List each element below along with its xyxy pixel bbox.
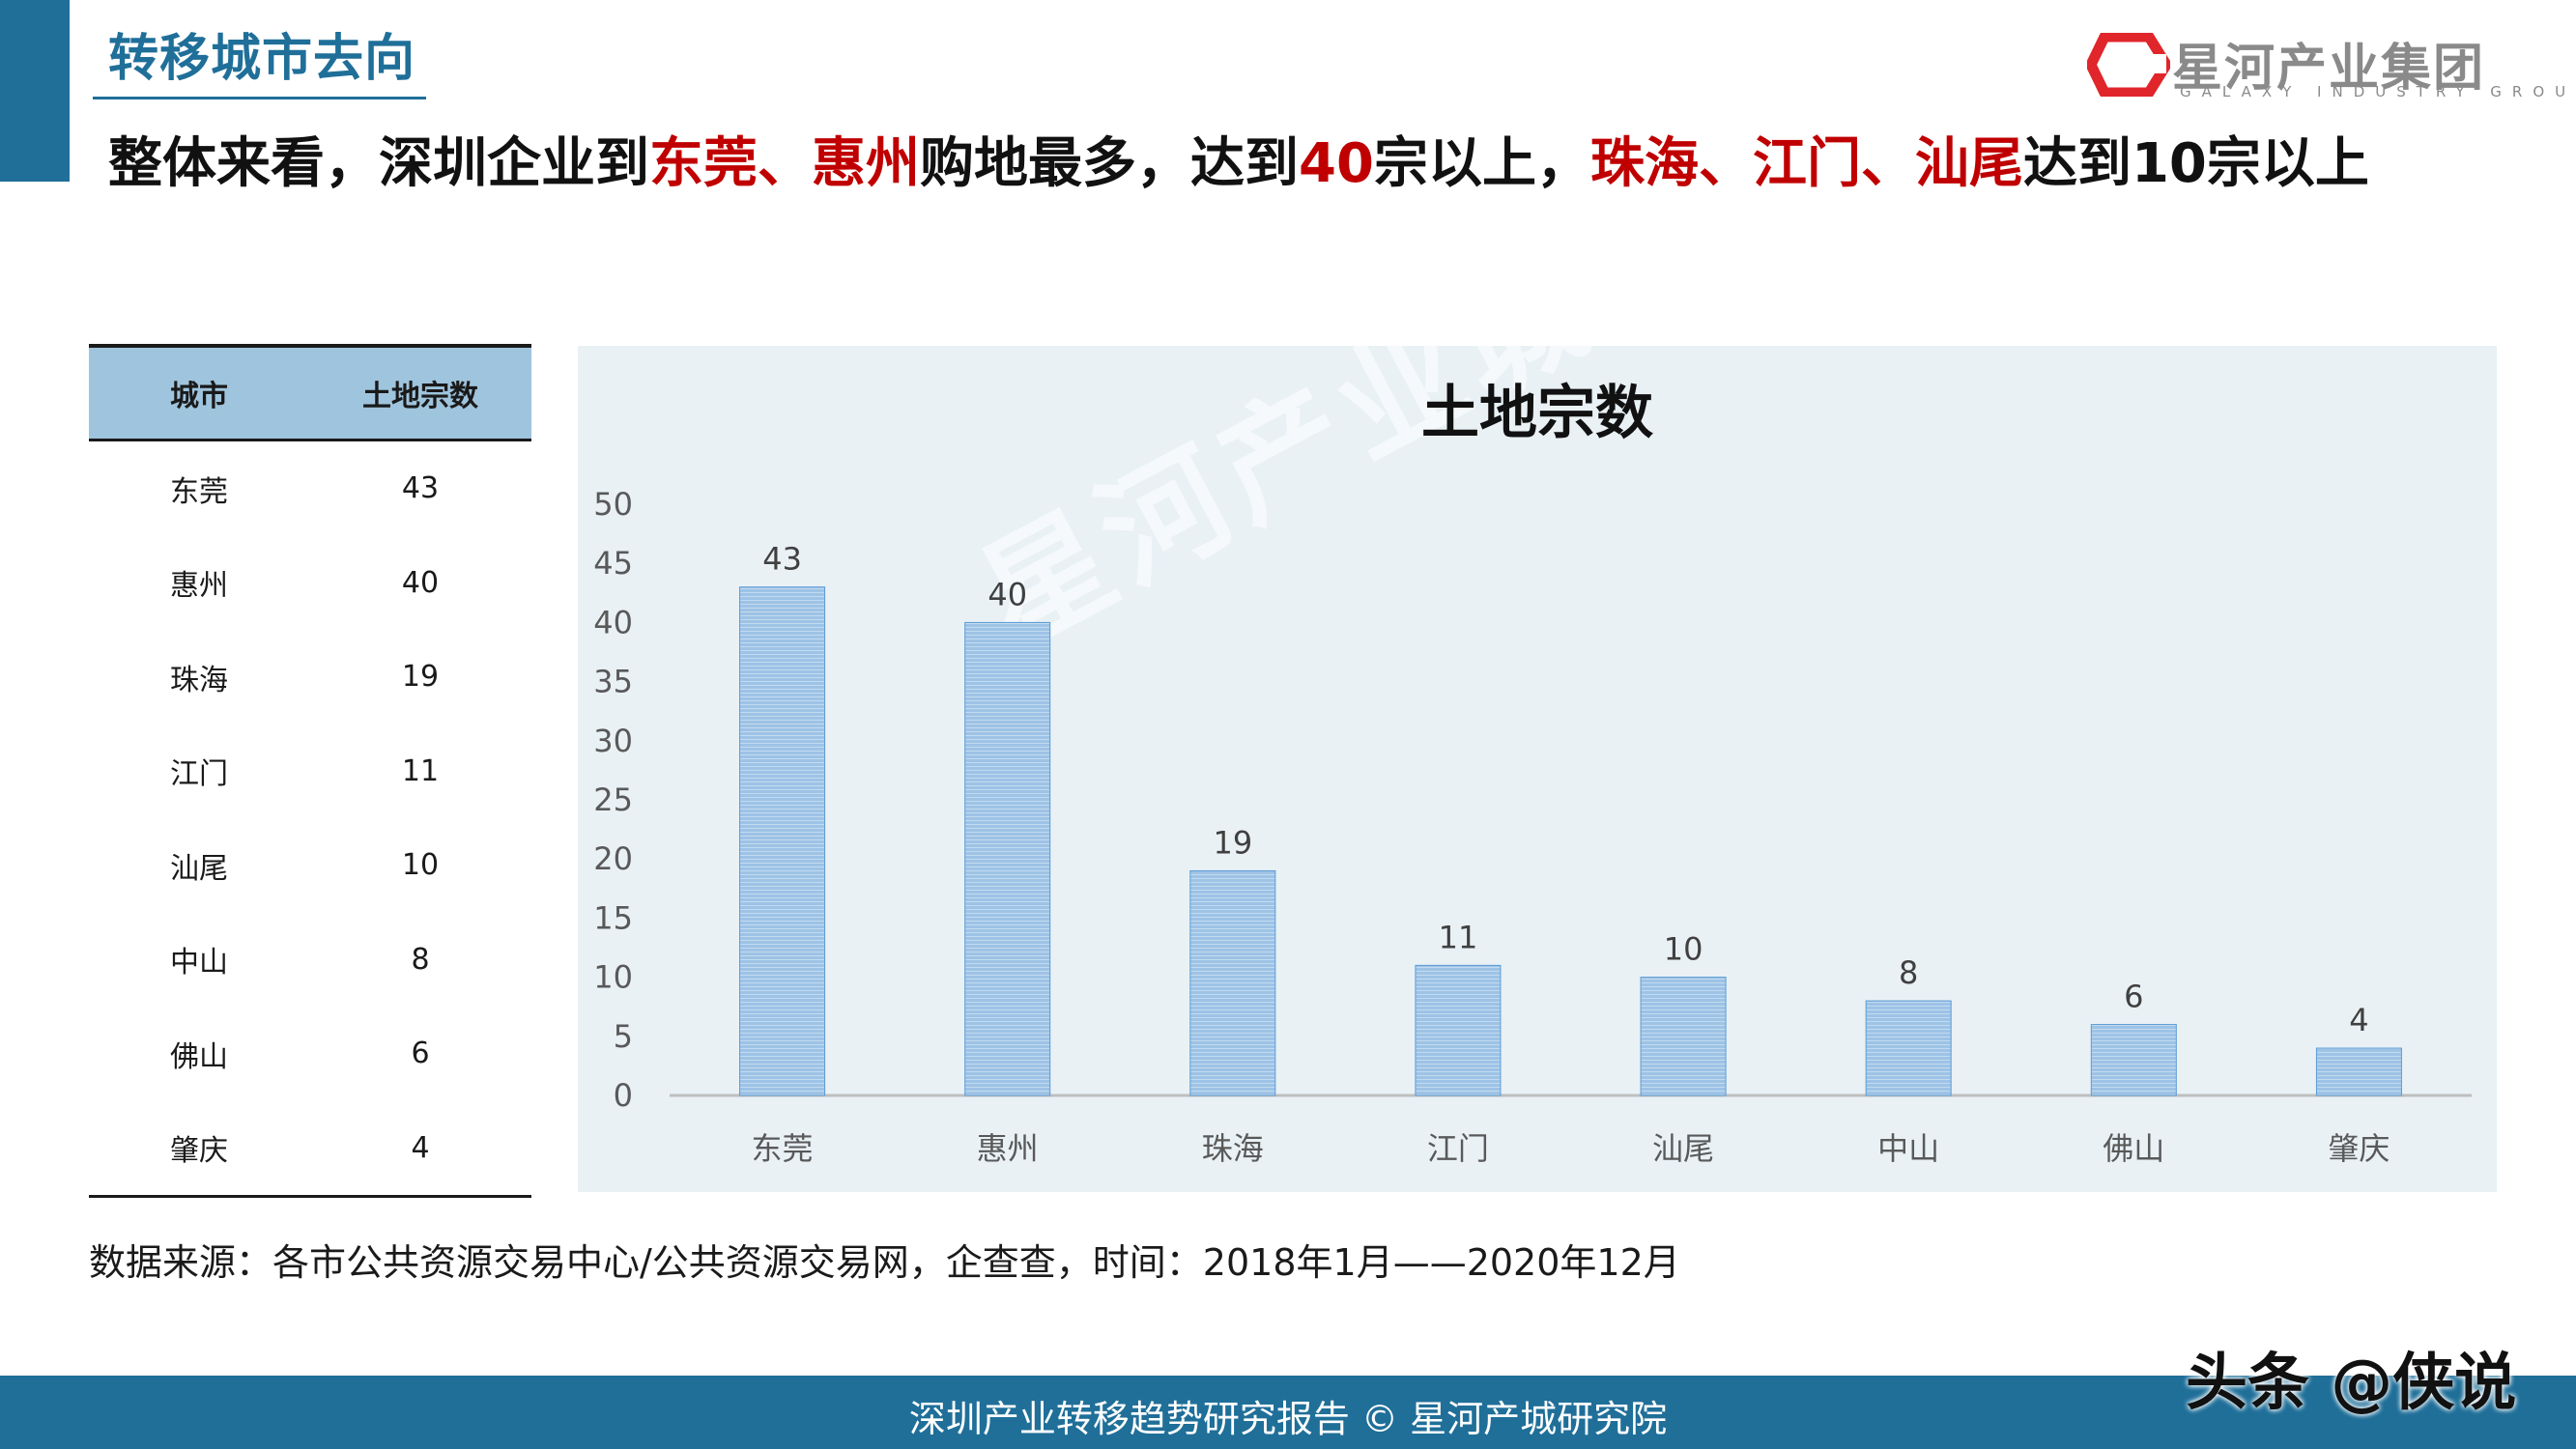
left-accent-bar xyxy=(0,0,70,182)
y-tick-label: 50 xyxy=(593,486,633,523)
x-tick-label: 江门 xyxy=(1427,1130,1489,1167)
bar-data-label: 40 xyxy=(987,576,1027,612)
table-cell-count: 19 xyxy=(401,660,440,695)
headline-part-2: 购地最多，达到 xyxy=(920,132,1299,195)
data-source-note: 数据来源：各市公共资源交易中心/公共资源交易网，企查查，时间：2018年1月——… xyxy=(89,1241,1680,1284)
footer-bar: 深圳产业转移趋势研究报告 © 星河产城研究院 xyxy=(0,1376,2576,1449)
company-logo: 星河产业集团 GALAXY INDUSTRY GROUP xyxy=(2087,29,2576,106)
bar-chart: 土地宗数 0 5 10 15 20 25 30 35 40 45 50 43 东莞 40 惠州 19 珠海 11 江… xyxy=(593,380,2472,1167)
x-tick-label: 佛山 xyxy=(2103,1130,2164,1167)
table-header-count: 土地宗数 xyxy=(362,380,478,413)
headline-highlight-1: 东莞、惠州 xyxy=(649,132,920,195)
table-row: 珠海 19 xyxy=(89,630,531,724)
bar xyxy=(1640,977,1727,1096)
bar xyxy=(964,621,1051,1096)
headline: 整体来看，深圳企业到东莞、惠州购地最多，达到40宗以上，珠海、江门、汕尾达到10… xyxy=(108,120,2369,198)
table-cell-count: 43 xyxy=(401,471,440,506)
land-count-table: 城市 土地宗数 东莞 43 惠州 40 珠海 19 江门 11 汕尾 10 中山 8 佛山 6… xyxy=(89,344,531,1198)
table-cell-city: 中山 xyxy=(170,946,228,980)
y-tick-label: 45 xyxy=(593,545,633,582)
bar xyxy=(1415,964,1502,1096)
bar-data-label: 10 xyxy=(1664,931,1703,968)
table-cell-city: 肇庆 xyxy=(170,1134,228,1169)
table-cell-count: 10 xyxy=(401,848,440,883)
bar xyxy=(1865,1000,1952,1096)
table-row: 惠州 40 xyxy=(89,536,531,631)
y-tick-label: 5 xyxy=(614,1018,633,1055)
x-tick-label: 东莞 xyxy=(752,1130,814,1167)
bar-data-label: 6 xyxy=(2124,979,2143,1015)
bar xyxy=(739,586,826,1096)
x-tick-label: 珠海 xyxy=(1202,1130,1264,1167)
logo-mark-icon xyxy=(2087,33,2170,97)
table-cell-count: 11 xyxy=(401,753,440,788)
x-tick-label: 汕尾 xyxy=(1652,1130,1714,1167)
author-credit: 头条 @侠说 xyxy=(2186,1348,2517,1419)
table-row: 中山 8 xyxy=(89,913,531,1008)
section-title-underline xyxy=(93,97,426,99)
logo-name: 星河产业集团 xyxy=(2172,40,2486,98)
logo-english-name: GALAXY INDUSTRY GROUP xyxy=(2180,83,2576,100)
table-cell-count: 6 xyxy=(411,1037,430,1071)
table-cell-city: 江门 xyxy=(170,757,228,792)
headline-part-4: 达到10宗以上 xyxy=(2022,132,2369,195)
bar-data-label: 4 xyxy=(2349,1002,2368,1038)
section-title: 转移城市去向 xyxy=(108,30,416,88)
y-tick-label: 30 xyxy=(593,723,633,759)
headline-part-3: 宗以上， xyxy=(1373,132,1590,195)
table-cell-city: 佛山 xyxy=(170,1039,228,1074)
bar xyxy=(2090,1024,2177,1096)
table-cell-city: 惠州 xyxy=(170,569,228,604)
table-cell-count: 40 xyxy=(401,565,440,600)
table-header-row: 城市 土地宗数 xyxy=(89,348,531,439)
x-tick-label: 惠州 xyxy=(977,1130,1039,1167)
y-tick-label: 25 xyxy=(593,781,633,818)
y-tick-label: 15 xyxy=(593,899,633,936)
table-cell-count: 4 xyxy=(411,1130,430,1165)
table-row: 佛山 6 xyxy=(89,1007,531,1101)
table-bottom-rule xyxy=(89,1195,531,1198)
chart-panel: 星河产业城研究院 土地宗数 0 5 10 15 20 25 30 35 40 45 50 43 东莞 40… xyxy=(578,346,2497,1192)
table-cell-city: 汕尾 xyxy=(170,851,228,886)
headline-highlight-3: 珠海、江门、汕尾 xyxy=(1589,132,2023,195)
chart-title: 土地宗数 xyxy=(1421,380,1653,447)
y-tick-label: 20 xyxy=(593,840,633,877)
table-header-rule xyxy=(89,439,531,441)
table-cell-city: 东莞 xyxy=(170,474,228,509)
table-row: 江门 11 xyxy=(89,724,531,819)
y-tick-label: 40 xyxy=(593,604,633,640)
bar xyxy=(2315,1047,2402,1096)
x-tick-label: 肇庆 xyxy=(2328,1130,2390,1167)
bar-data-label: 43 xyxy=(762,541,802,578)
headline-highlight-2: 40 xyxy=(1299,132,1374,195)
y-tick-label: 0 xyxy=(614,1077,633,1114)
bar xyxy=(1189,869,1276,1096)
footer-text: 深圳产业转移趋势研究报告 © 星河产城研究院 xyxy=(908,1398,1668,1440)
table-row: 东莞 43 xyxy=(89,441,531,536)
bar-data-label: 8 xyxy=(1899,954,1918,991)
headline-part-1: 整体来看，深圳企业到 xyxy=(108,132,649,195)
table-row: 汕尾 10 xyxy=(89,818,531,913)
y-tick-label: 10 xyxy=(593,959,633,996)
y-tick-label: 35 xyxy=(593,664,633,700)
bar-data-label: 19 xyxy=(1213,824,1252,861)
table-row: 肇庆 4 xyxy=(89,1101,531,1196)
bar-data-label: 11 xyxy=(1439,919,1478,955)
table-cell-count: 8 xyxy=(411,942,430,977)
table-cell-city: 珠海 xyxy=(170,663,228,697)
table-header-city: 城市 xyxy=(170,380,228,413)
x-tick-label: 中山 xyxy=(1877,1130,1939,1167)
table-top-rule xyxy=(89,344,531,348)
